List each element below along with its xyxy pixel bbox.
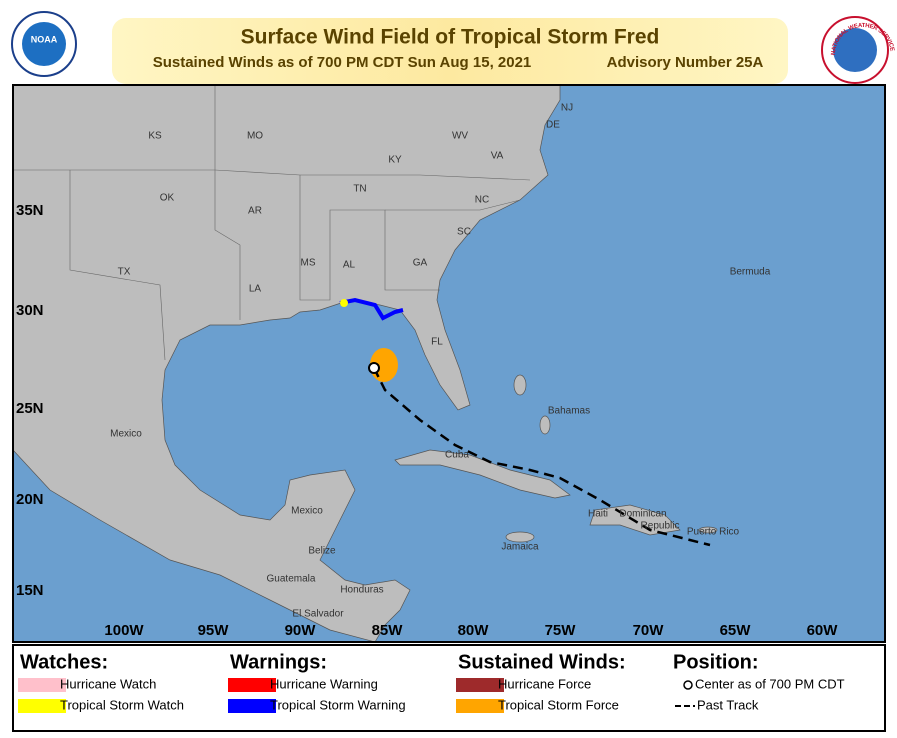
place-label: KY [388,155,402,166]
land-puerto-rico [698,526,718,534]
noaa-logo-inner [22,22,66,66]
legend-item: Past Track [697,697,759,712]
place-label: Belize [308,546,336,557]
legend-frame [12,644,886,732]
place-label: Jamaica [501,542,539,553]
place-label: Guatemala [267,574,316,585]
lon-label: 80W [458,622,490,639]
place-label: SC [457,227,471,238]
place-label: Mexico [110,429,142,440]
place-label: Bahamas [548,406,590,417]
map: KS MO WV VA KY OK AR TN NC SC MS AL GA LA TX FL Bermuda B… [12,84,885,643]
tropical-storm-watch [340,299,348,307]
lat-label: 35N [16,202,44,219]
place-label: Haiti [588,509,608,520]
lat-label: 15N [16,582,44,599]
place-label: Bermuda [730,267,771,278]
map-frame [12,84,886,643]
place-label: Cuba [445,450,469,461]
legend-swatch [456,699,504,713]
title-box [112,18,788,84]
state-border [385,199,521,211]
state-border [69,170,166,361]
place-label: El Salvador [292,609,344,620]
legend-swatch [228,699,276,713]
land-jamaica [505,531,535,543]
place-label: AL [343,260,356,271]
lon-label: 65W [720,622,752,639]
place-label: NJ [561,103,573,114]
place-label: MS [301,258,316,269]
place-label: TN [353,184,366,195]
legend-heading: Warnings: [230,651,327,673]
place-label: OK [160,193,175,204]
lon-label: 100W [104,622,144,639]
storm-center [368,362,380,374]
legend-item: Hurricane Watch [60,676,156,691]
lon-label: 75W [545,622,577,639]
legend-item: Center as of 700 PM CDT [695,676,845,691]
place-label: KS [148,131,162,142]
legend-swatch [228,678,276,692]
advisory: Advisory Number 25A [607,54,764,71]
tropical-storm-warning [339,297,404,321]
legend-item: Tropical Storm Warning [270,697,406,712]
legend-item: Hurricane Force [498,676,591,691]
title: Surface Wind Field of Tropical Storm Fre… [241,26,660,49]
land-bahamas [539,415,551,435]
lat-label: 25N [16,400,44,417]
legend-swatch [456,678,504,692]
lat-label: 20N [16,491,44,508]
lon-label: 60W [807,622,839,639]
place-label: LA [249,284,262,295]
state-border [299,175,440,301]
place-label: Republic [641,521,680,532]
legend-center-marker [683,680,693,690]
place-label: AR [248,206,262,217]
land-cuba [394,449,571,499]
place-label: NC [475,195,489,206]
place-label: WV [452,131,468,142]
place-label: VA [491,151,504,162]
state-border [214,85,241,320]
legend-heading: Sustained Winds: [458,651,626,673]
lon-label: 95W [198,622,230,639]
legend-swatch [18,678,66,692]
place-label: Honduras [340,585,383,596]
legend-heading: Watches: [20,651,108,673]
land-bahamas [513,374,527,396]
place-label: DE [546,120,560,131]
legend-heading: Position: [673,651,759,673]
legend-item: Tropical Storm Watch [60,697,184,712]
subtitle: Sustained Winds as of 700 PM CDT Sun Aug… [153,54,532,71]
noaa-logo-text: NOAA [31,34,58,44]
place-label: MO [247,131,263,142]
lon-label: 70W [633,622,665,639]
place-label: TX [118,267,131,278]
legend-item: Tropical Storm Force [498,697,619,712]
nws-logo-inner [833,28,877,72]
lon-label: 90W [285,622,317,639]
lon-label: 85W [372,622,404,639]
state-border [13,169,531,181]
lat-label: 30N [16,302,44,319]
legend-swatch [18,699,66,713]
place-label: Dominican [619,509,666,520]
place-label: GA [413,258,428,269]
place-label: Mexico [291,506,323,517]
place-label: FL [431,337,443,348]
place-label: Puerto Rico [687,527,740,538]
legend-item: Hurricane Warning [270,676,378,691]
